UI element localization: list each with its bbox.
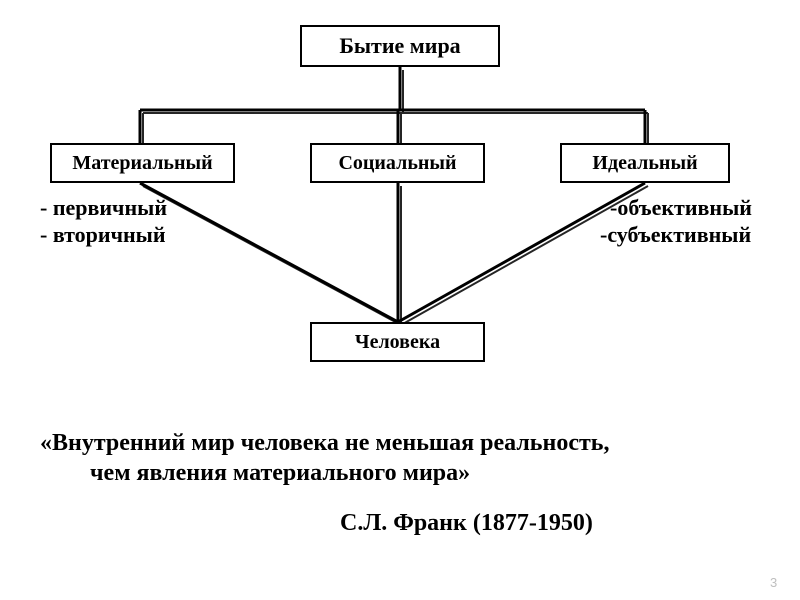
quote-line-2: чем явления материального мира»	[90, 460, 470, 487]
node-center: Социальный	[310, 143, 485, 183]
node-right-label: Идеальный	[592, 152, 697, 175]
node-root: Бытие мира	[300, 25, 500, 67]
node-bottom: Человека	[310, 322, 485, 362]
node-bottom-label: Человека	[355, 331, 440, 354]
node-center-label: Социальный	[338, 152, 456, 175]
node-right: Идеальный	[560, 143, 730, 183]
annotation-right-2: -субъективный	[600, 222, 751, 248]
page-number: 3	[770, 575, 777, 590]
quote-line-1: «Внутренний мир человека не меньшая реал…	[40, 430, 609, 457]
node-root-label: Бытие мира	[339, 33, 460, 59]
node-left-label: Материальный	[72, 152, 212, 175]
node-left: Материальный	[50, 143, 235, 183]
quote-attribution: С.Л. Франк (1877-1950)	[340, 510, 593, 537]
annotation-left-2: - вторичный	[40, 222, 166, 248]
annotation-left-1: - первичный	[40, 195, 167, 221]
annotation-right-1: -объективный	[610, 195, 752, 221]
